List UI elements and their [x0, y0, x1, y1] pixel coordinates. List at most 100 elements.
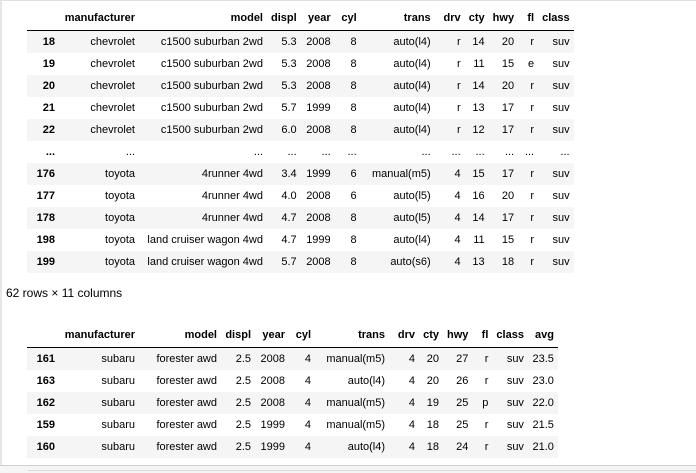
table-row: 22 chevrolet c1500 suburban 2wd 6.0 2008 8 aut…	[27, 119, 574, 141]
table-cell: auto(l4)	[347, 441, 385, 453]
table-cell: land cruiser wagon 4wd	[147, 234, 263, 246]
column-header-hwy: hwy	[447, 329, 469, 341]
table-cell: 20	[501, 80, 515, 92]
column-header-cty: cty	[468, 12, 485, 24]
table-cell: r	[457, 80, 461, 92]
table-cell: 1999	[306, 102, 331, 114]
table-cell: 1999	[306, 168, 331, 180]
index-header	[27, 6, 59, 31]
table-row: 20 chevrolet c1500 suburban 2wd 5.3 2008 8 aut…	[27, 75, 574, 97]
table-cell: c1500 suburban 2wd	[160, 124, 263, 136]
table-cell: auto(l4)	[393, 58, 431, 70]
table-row: 161 subaru forester awd 2.5 2008 4 manual(m5) 4…	[27, 347, 558, 370]
table-cell: chevrolet	[90, 124, 135, 136]
table-body: 161 subaru forester awd 2.5 2008 4 manual(m5) 4…	[27, 347, 558, 458]
table-cell: ...	[321, 146, 331, 158]
table-cell: 26	[456, 375, 469, 387]
column-header-class: class	[496, 329, 524, 341]
table-cell: 2.5	[235, 375, 251, 387]
column-header-cyl: cyl	[295, 329, 311, 341]
table-cell: 5.7	[281, 102, 297, 114]
table-cell: 17	[501, 168, 515, 180]
column-header-cyl: cyl	[341, 12, 357, 24]
table-cell: subaru	[101, 419, 135, 431]
table-cell: r	[530, 168, 535, 180]
column-header-fl: fl	[527, 12, 535, 24]
table-cell: r	[457, 36, 461, 48]
next-cell-border	[28, 470, 696, 471]
table-cell: toyota	[105, 234, 135, 246]
table-cell: 8	[350, 80, 357, 92]
table-cell: ...	[125, 146, 135, 158]
table-cell: suv	[552, 58, 570, 70]
table-cell: suv	[552, 190, 570, 202]
table-row: 176 toyota 4runner 4wd 3.4 1999 6 manual(m5) 4 1…	[27, 163, 574, 185]
table-cell: 12	[472, 124, 485, 136]
table-cell: 6	[350, 190, 357, 202]
table-cell: 2.5	[235, 419, 251, 431]
table-cell: forester awd	[156, 397, 217, 409]
table-cell: suv	[552, 234, 570, 246]
table-cell: 6.0	[281, 124, 297, 136]
table-cell: r	[457, 102, 461, 114]
table-cell: 15	[501, 58, 515, 70]
table-cell: suv	[552, 256, 570, 268]
table-cell: 5.3	[281, 58, 297, 70]
table-cell: 8	[350, 256, 357, 268]
table-cell: ...	[451, 146, 461, 158]
table-cell: 2008	[260, 353, 285, 365]
row-index: 22	[42, 124, 55, 136]
column-header-trans: trans	[358, 329, 385, 341]
column-header-model: model	[184, 329, 217, 341]
table-cell: 1999	[306, 234, 331, 246]
table-cell: toyota	[105, 256, 135, 268]
table-cell: chevrolet	[90, 80, 135, 92]
table-cell: 24	[456, 441, 469, 453]
top-divider	[0, 0, 696, 1]
table-cell: 8	[350, 212, 357, 224]
table-cell: 1999	[260, 441, 285, 453]
table-cell: 8	[350, 124, 357, 136]
table-cell: r	[484, 441, 489, 453]
table-cell: auto(l4)	[347, 375, 385, 387]
table-cell: c1500 suburban 2wd	[160, 58, 263, 70]
table-cell: suv	[506, 397, 524, 409]
table-cell: 4	[408, 353, 415, 365]
table-cell: 2008	[306, 124, 331, 136]
table-cell: 2008	[306, 36, 331, 48]
table-row: 162 subaru forester awd 2.5 2008 4 manual(m5) 4…	[27, 392, 558, 414]
table-cell: 18	[426, 419, 439, 431]
table-cell: 16	[472, 190, 485, 202]
table-cell: forester awd	[156, 441, 217, 453]
column-header-displ: displ	[271, 12, 297, 24]
table-cell: toyota	[105, 190, 135, 202]
table-cell: ...	[524, 146, 535, 158]
table-cell: toyota	[105, 168, 135, 180]
table-row: 177 toyota 4runner 4wd 4.0 2008 6 auto(l5) 4 16 2…	[27, 185, 574, 207]
table-cell: 5.3	[281, 36, 297, 48]
table-cell: 11	[473, 58, 485, 70]
table-body: 18 chevrolet c1500 suburban 2wd 5.3 2008 8 aut…	[27, 30, 574, 273]
column-header-fl: fl	[481, 329, 489, 341]
table-cell: manual(m5)	[371, 168, 431, 180]
table-cell: 21.0	[532, 441, 554, 453]
table-cell: auto(l4)	[393, 80, 431, 92]
table-cell: 5.7	[281, 256, 297, 268]
column-header-displ: displ	[225, 329, 251, 341]
table-cell: 15	[501, 234, 515, 246]
table-cell: 18	[501, 256, 515, 268]
table-cell: auto(l5)	[393, 190, 431, 202]
table-row: 198 toyota land cruiser wagon 4wd 4.7 1999 8 a…	[27, 229, 574, 251]
table-cell: 17	[501, 212, 515, 224]
table-cell: r	[484, 419, 489, 431]
table-cell: 4	[304, 441, 311, 453]
table-cell: 14	[472, 80, 485, 92]
table-cell: 2.5	[235, 441, 251, 453]
table-cell: 4	[408, 441, 415, 453]
table-cell: 19	[426, 397, 439, 409]
table-cell: suv	[552, 36, 570, 48]
table-cell: 4	[454, 168, 461, 180]
table-cell: r	[484, 353, 489, 365]
table-cell: 23.5	[532, 353, 554, 365]
row-index: 21	[42, 102, 55, 114]
